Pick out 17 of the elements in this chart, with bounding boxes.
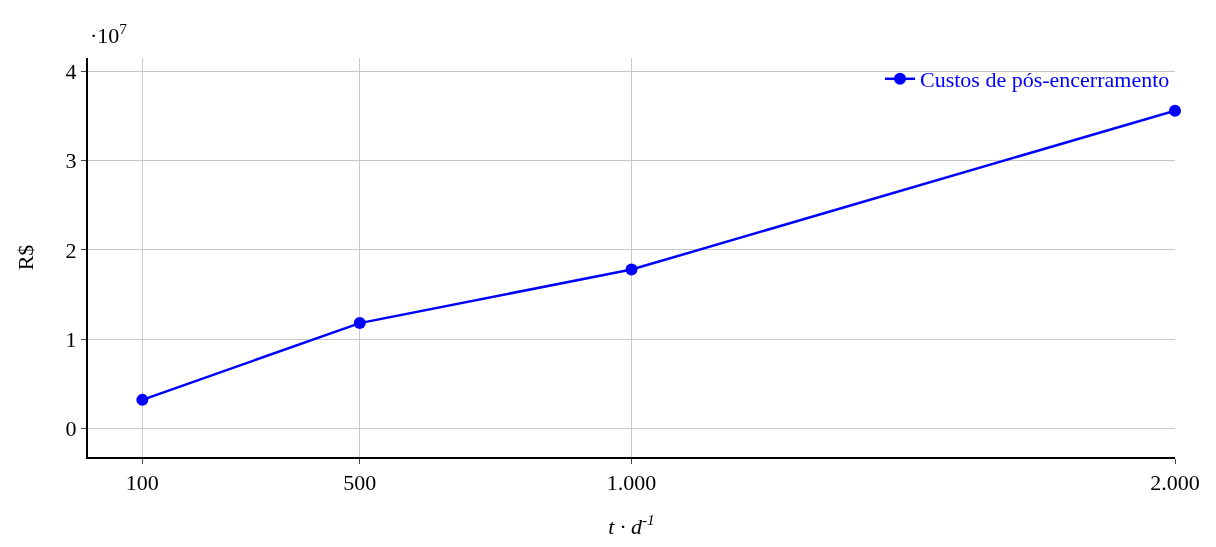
y-tick-label: 4 bbox=[65, 59, 77, 85]
x-tick-label: 100 bbox=[125, 470, 159, 496]
point bbox=[136, 393, 149, 406]
point bbox=[625, 263, 638, 276]
y-tick-label: 3 bbox=[65, 148, 77, 174]
x-tick-label: 2.000 bbox=[1150, 470, 1200, 496]
y-tick-label: 1 bbox=[65, 326, 77, 352]
y-tick-label: 2 bbox=[65, 237, 77, 263]
legend-label: Custos de pós-encerramento bbox=[920, 67, 1170, 93]
x-tick-label: 500 bbox=[343, 470, 377, 496]
point bbox=[353, 317, 366, 330]
point bbox=[1169, 104, 1181, 117]
x-tick-label: 1.000 bbox=[606, 470, 657, 496]
y-tick-label: 0 bbox=[65, 416, 77, 442]
x-axis-title: t · d$^{-1}$ bbox=[608, 510, 655, 539]
y-axis-title: R$ bbox=[13, 244, 38, 271]
text: ·10$^{7}$ bbox=[90, 20, 128, 49]
